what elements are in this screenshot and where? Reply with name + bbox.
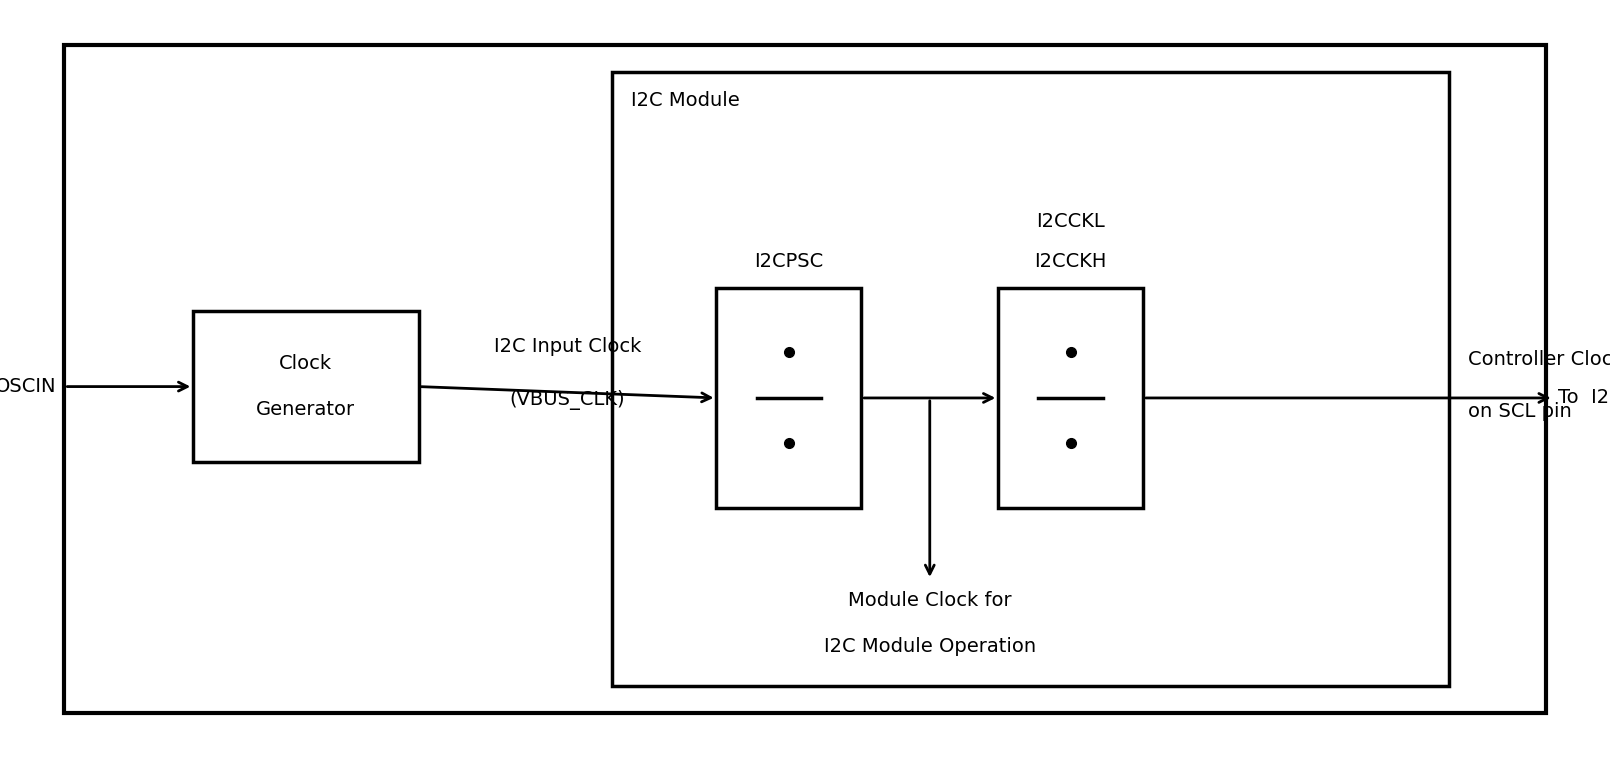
Text: I2C Module: I2C Module: [631, 91, 741, 110]
Text: I2C Module Operation: I2C Module Operation: [824, 637, 1035, 656]
Text: Module Clock for: Module Clock for: [848, 591, 1011, 610]
Bar: [612, 72, 1449, 686]
Bar: [193, 311, 419, 462]
Text: (VBUS_CLK): (VBUS_CLK): [510, 390, 625, 410]
Bar: [716, 288, 861, 508]
Bar: [64, 45, 1546, 713]
Text: I2CPSC: I2CPSC: [753, 252, 824, 271]
Text: Clock: Clock: [280, 354, 332, 374]
Text: on SCL pin: on SCL pin: [1468, 402, 1571, 421]
Text: OSCIN: OSCIN: [0, 377, 56, 396]
Text: I2CCKL: I2CCKL: [1037, 212, 1104, 231]
Text: I2C Input Clock: I2C Input Clock: [494, 337, 641, 356]
Text: I2CCKH: I2CCKH: [1035, 252, 1106, 271]
Text: Generator: Generator: [256, 399, 356, 419]
Text: To  I2C Bus: To I2C Bus: [1558, 388, 1610, 408]
Text: Controller Clock: Controller Clock: [1468, 350, 1610, 369]
Bar: [998, 288, 1143, 508]
